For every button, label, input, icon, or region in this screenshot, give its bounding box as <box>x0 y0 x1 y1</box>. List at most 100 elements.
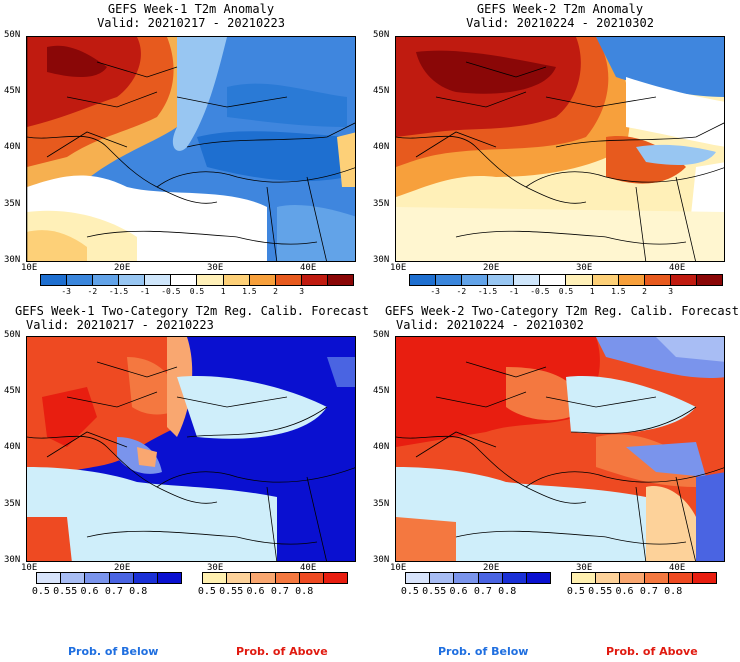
colorbar-tick-label: 0.6 <box>246 586 265 597</box>
anomaly-swatch <box>248 275 275 285</box>
map-week1-anomaly <box>26 36 356 262</box>
lon-label: 20E <box>114 263 131 273</box>
anomaly-swatch <box>170 275 197 285</box>
lat-label: 30N <box>4 255 21 265</box>
lon-label: 30E <box>576 563 593 573</box>
lon-label: 10E <box>21 563 38 573</box>
colorbar-tick-label: -0.5 <box>530 287 550 296</box>
anomaly-swatch <box>222 275 249 285</box>
lat-label: 30N <box>373 255 390 265</box>
anomaly-colorbar-2 <box>409 274 723 286</box>
lat-label: 50N <box>373 30 390 40</box>
colorbar-tick-label: 0.8 <box>664 586 683 597</box>
colorbar-tick-label: 0.5 <box>31 586 50 597</box>
lat-label: 40N <box>4 142 21 152</box>
panel-title-4-text: GEFS Week-2 Two-Category T2m Reg. Calib.… <box>384 304 739 318</box>
colorbar-tick-label: 0.5 <box>566 586 585 597</box>
colorbar-tick-label: -1.5 <box>477 287 498 296</box>
prob-above-swatch <box>691 573 717 583</box>
panel-title-1: GEFS Week-1 T2m Anomaly Valid: 20210217 … <box>26 2 356 30</box>
colorbar-tick-label: -3 <box>61 287 71 296</box>
colorbar-tick-label: 1 <box>589 287 595 296</box>
lat-label: 30N <box>373 555 390 565</box>
prob-above-swatch <box>619 573 644 583</box>
panel-title-2: GEFS Week-2 T2m Anomaly Valid: 20210224 … <box>395 2 725 30</box>
panel-title-3: GEFS Week-1 Two-Category T2m Reg. Calib.… <box>14 304 370 332</box>
lat-label: 40N <box>4 442 21 452</box>
lat-label: 45N <box>373 86 390 96</box>
prob-below-swatch <box>108 573 133 583</box>
panel-title-4: GEFS Week-2 Two-Category T2m Reg. Calib.… <box>384 304 740 332</box>
prob-below-colorbar-2 <box>405 572 551 584</box>
prob-above-swatch <box>203 573 227 583</box>
anomaly-swatch <box>617 275 644 285</box>
colorbar-tick-label: 1.5 <box>242 287 257 296</box>
colorbar-tick-label: 0.6 <box>615 586 634 597</box>
prob-below-swatch <box>429 573 454 583</box>
lon-label: 40E <box>300 263 317 273</box>
anomaly-swatch <box>435 275 462 285</box>
anomaly-swatch <box>695 275 722 285</box>
colorbar-tick-label: -2 <box>87 287 98 296</box>
prob-below-swatch <box>84 573 109 583</box>
prob-below-swatch <box>477 573 502 583</box>
prob-above-swatch <box>298 573 323 583</box>
anomaly-swatch <box>274 275 301 285</box>
colorbar-tick-label: 1 <box>220 287 226 296</box>
anomaly-swatch <box>144 275 171 285</box>
prob-above-swatch <box>250 573 275 583</box>
panel-valid-4: Valid: 20210224 - 20210302 <box>396 318 584 332</box>
prob-above-swatch <box>274 573 299 583</box>
lat-label: 50N <box>4 30 21 40</box>
lat-label: 50N <box>373 330 390 340</box>
colorbar-tick-label: -1.5 <box>108 287 129 296</box>
lat-label: 30N <box>4 555 21 565</box>
panel-title-3-text: GEFS Week-1 Two-Category T2m Reg. Calib.… <box>14 304 369 318</box>
anomaly-swatch <box>66 275 93 285</box>
anomaly-colorbar-1 <box>40 274 354 286</box>
colorbar-tick-label: -1 <box>139 287 150 296</box>
prob-above-label-1: Prob. of Above <box>236 645 328 658</box>
colorbar-tick-label: 0.6 <box>80 586 99 597</box>
lon-label: 30E <box>207 563 224 573</box>
lat-label: 40N <box>373 442 390 452</box>
colorbar-tick-label: -3 <box>430 287 440 296</box>
prob-below-swatch <box>406 573 430 583</box>
lat-label: 45N <box>373 386 390 396</box>
prob-above-swatch <box>667 573 692 583</box>
lon-label: 30E <box>576 263 593 273</box>
anomaly-swatch <box>410 275 436 285</box>
colorbar-tick-label: -2 <box>456 287 467 296</box>
colorbar-tick-label: 0.8 <box>498 586 517 597</box>
lat-label: 35N <box>4 199 21 209</box>
colorbar-tick-label: 0.7 <box>473 586 492 597</box>
lat-label: 45N <box>4 86 21 96</box>
prob-below-swatch <box>37 573 61 583</box>
map-week2-anomaly <box>395 36 725 262</box>
anomaly-swatch <box>513 275 540 285</box>
prob-above-swatch <box>572 573 596 583</box>
prob-below-label-2: Prob. of Below <box>438 645 529 658</box>
lat-label: 35N <box>373 199 390 209</box>
prob-below-label-1: Prob. of Below <box>68 645 159 658</box>
colorbar-tick-label: 1.5 <box>611 287 626 296</box>
colorbar-tick-label: 0.5 <box>197 586 216 597</box>
lat-label: 35N <box>373 499 390 509</box>
anomaly-swatch <box>92 275 119 285</box>
lon-label: 20E <box>483 563 500 573</box>
prob-below-swatch <box>132 573 157 583</box>
colorbar-tick-label: 2 <box>642 287 647 296</box>
anomaly-swatch <box>539 275 566 285</box>
anomaly-swatch <box>643 275 670 285</box>
lat-label: 35N <box>4 499 21 509</box>
prob-below-swatch <box>156 573 182 583</box>
lon-label: 40E <box>669 263 686 273</box>
anomaly-swatch <box>591 275 618 285</box>
panel-valid-3: Valid: 20210217 - 20210223 <box>26 318 214 332</box>
colorbar-tick-label: 2 <box>273 287 278 296</box>
anomaly-swatch <box>565 275 592 285</box>
prob-above-swatch <box>226 573 251 583</box>
colorbar-tick-label: 0.7 <box>270 586 289 597</box>
prob-above-swatch <box>595 573 620 583</box>
colorbar-tick-label: 0.55 <box>422 586 447 597</box>
